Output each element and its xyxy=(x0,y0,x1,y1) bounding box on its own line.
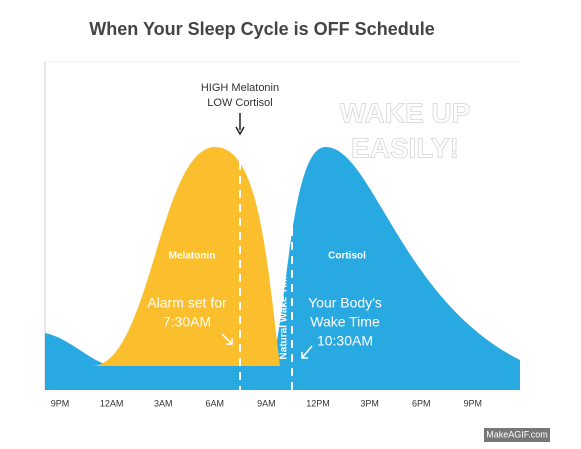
x-tick-label: 6AM xyxy=(206,398,225,408)
arrow-head xyxy=(235,126,245,136)
x-tick-label: 9AM xyxy=(257,398,276,408)
peak-note: HIGH Melatonin xyxy=(201,82,279,94)
x-axis: 9PM 12AM 3AM 6AM 9AM 12PM 3PM 6PM 9PM xyxy=(51,398,482,408)
body-wake-text: Your Body's xyxy=(308,295,382,311)
x-tick-label: 6PM xyxy=(412,398,431,408)
x-tick-label: 3AM xyxy=(154,398,173,408)
x-tick-label: 12PM xyxy=(306,398,330,408)
body-wake-text: Wake Time xyxy=(310,314,380,330)
melatonin-curve xyxy=(92,147,280,366)
melatonin-label: Melatonin xyxy=(169,251,216,262)
natural-wake-label: Natural Wake Time xyxy=(279,270,290,359)
x-tick-label: 9PM xyxy=(464,398,483,408)
x-tick-label: 12AM xyxy=(100,398,124,408)
arrow xyxy=(221,333,233,345)
x-tick-label: 3PM xyxy=(360,398,379,408)
peak-note: LOW Cortisol xyxy=(207,97,272,109)
cortisol-curve xyxy=(45,146,520,390)
x-tick-label: 9PM xyxy=(51,398,70,408)
cortisol-label: Cortisol xyxy=(328,251,366,262)
wake-up-text: EASILY! xyxy=(351,132,459,163)
alarm-text: 7:30AM xyxy=(163,314,211,330)
wake-up-text: WAKE UP xyxy=(340,97,471,128)
watermark-box xyxy=(484,428,550,442)
alarm-text: Alarm set for xyxy=(147,295,227,311)
arrow xyxy=(301,345,313,359)
body-wake-text: 10:30AM xyxy=(317,333,373,349)
watermark: MakeAGIF.com xyxy=(486,429,548,439)
title: When Your Sleep Cycle is OFF Schedule xyxy=(89,19,434,39)
